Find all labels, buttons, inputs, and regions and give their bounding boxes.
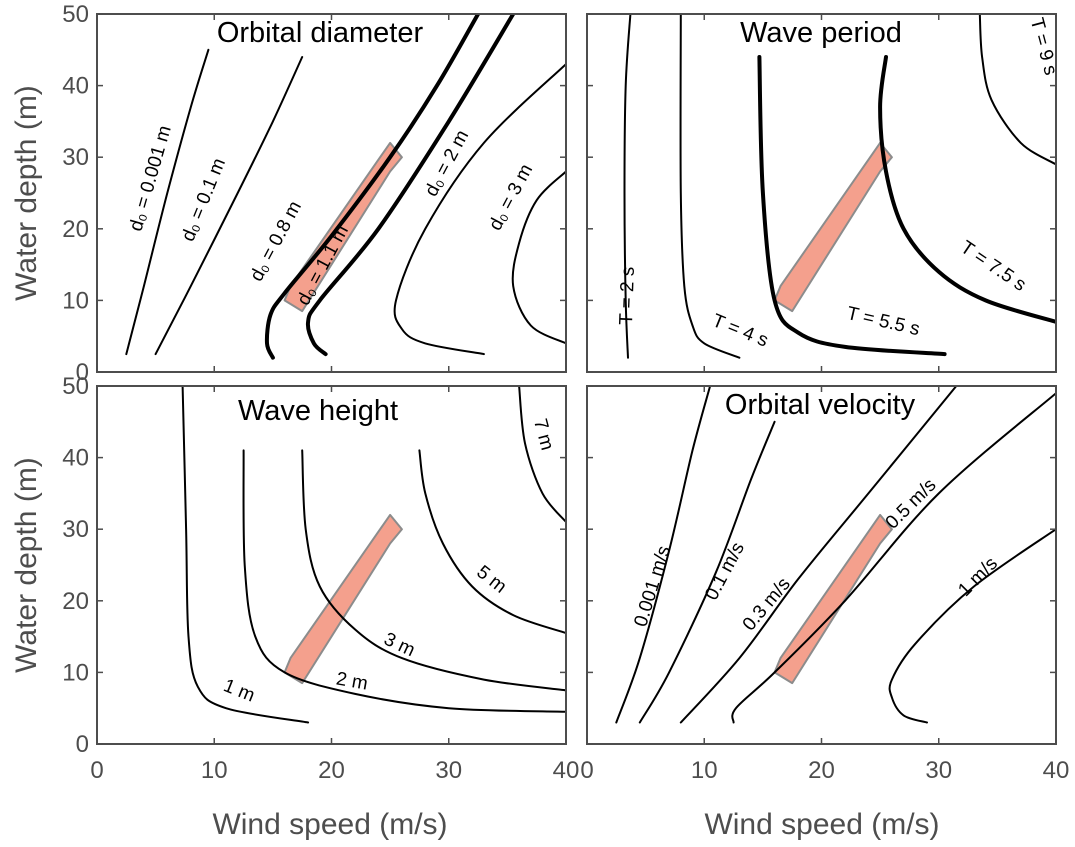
- svg-text:Water depth (m): Water depth (m): [10, 457, 43, 673]
- svg-text:T = 7.5 s: T = 7.5 s: [956, 237, 1029, 296]
- x-tick-label: 30: [435, 757, 462, 784]
- panel-title: Wave height: [238, 395, 398, 427]
- curve-label: 1 m: [220, 675, 257, 706]
- y-tick-label: 10: [62, 287, 89, 314]
- svg-text:d₀ = 0.001 m: d₀ = 0.001 m: [126, 123, 176, 233]
- contour-line: [264, 14, 481, 360]
- svg-text:1 m/s: 1 m/s: [954, 553, 1002, 601]
- panel-title: Orbital velocity: [725, 389, 916, 421]
- panel-title: Orbital diameter: [217, 17, 424, 49]
- svg-text:Water depth (m): Water depth (m): [10, 85, 43, 301]
- curve-label: 0.3 m/s: [739, 574, 795, 635]
- contour-line: [978, 14, 1056, 166]
- panel-orbital-diameter: 0 10 20 30 40 50 Orbital diameter d₀ = 0.001 …: [62, 1, 567, 386]
- svg-text:d₀ = 2 m: d₀ = 2 m: [421, 127, 473, 200]
- x-tick-label: 10: [201, 757, 228, 784]
- x-axis-label-left: Wind speed (m/s): [212, 808, 447, 841]
- y-tick-label: 0: [76, 359, 89, 386]
- svg-text:T = 5.5 s: T = 5.5 s: [845, 303, 922, 340]
- contour-line: [623, 14, 632, 359]
- x-tick-label: 40: [1043, 757, 1070, 784]
- contour-line: [242, 449, 566, 713]
- x-tick-label: 40: [553, 757, 580, 784]
- y-axis-label-bottom: Water depth (m): [10, 457, 43, 673]
- y-tick-label: 50: [62, 1, 89, 28]
- curve-label: 3 m: [381, 629, 419, 661]
- svg-text:0.1 m/s: 0.1 m/s: [701, 539, 749, 604]
- svg-text:7 m: 7 m: [529, 417, 557, 453]
- contour-line: [418, 449, 566, 634]
- contour-line: [154, 56, 304, 356]
- curve-label: d₀ = 0.8 m: [246, 198, 306, 285]
- y-tick-label: 0: [76, 731, 89, 758]
- panel-orbital-velocity: 0 10 20 30 40 Orbital velocity 0.001 m/s 0.1…: [580, 385, 1070, 784]
- y-tick-label: 50: [62, 373, 89, 400]
- svg-text:T = 2 s: T = 2 s: [616, 266, 639, 325]
- svg-text:0.3 m/s: 0.3 m/s: [739, 574, 795, 635]
- contour-line: [679, 386, 958, 724]
- contour-line: [888, 528, 1056, 724]
- contour-line: [181, 386, 310, 724]
- contour-line: [305, 14, 516, 357]
- highlight-region: [283, 513, 403, 685]
- x-axis-label-right: Wind speed (m/s): [704, 808, 939, 841]
- svg-text:0.001 m/s: 0.001 m/s: [631, 543, 675, 629]
- x-tick-label: 0: [580, 757, 593, 784]
- x-tick-label: 30: [925, 757, 952, 784]
- curve-label: 7 m: [529, 417, 557, 453]
- svg-text:d₀ = 3 m: d₀ = 3 m: [485, 161, 537, 234]
- curve-label: d₀ = 0.001 m: [126, 123, 176, 233]
- svg-text:T = 4 s: T = 4 s: [709, 310, 771, 351]
- svg-text:0.5 m/s: 0.5 m/s: [882, 475, 941, 534]
- panel-title: Wave period: [740, 17, 902, 49]
- svg-text:1 m: 1 m: [220, 675, 257, 706]
- x-tick-label: 20: [318, 757, 345, 784]
- contour-line: [679, 14, 741, 359]
- y-tick-label: 40: [62, 445, 89, 472]
- curve-label: 0.1 m/s: [701, 539, 749, 604]
- plot-frame: [586, 13, 1057, 373]
- contour-line: [757, 55, 947, 357]
- y-tick-label: 20: [62, 588, 89, 615]
- y-tick-label: 10: [62, 659, 89, 686]
- contour-line: [878, 55, 1056, 324]
- plot-frame: [96, 385, 567, 745]
- panel-wave-period: Wave period T = 2 s T = 4 s T = 5.5 s T …: [586, 13, 1061, 373]
- y-tick-label: 20: [62, 216, 89, 243]
- curve-label: 0.5 m/s: [882, 475, 941, 534]
- svg-text:3 m: 3 m: [381, 629, 419, 661]
- curve-label: 0.001 m/s: [631, 543, 675, 629]
- contour-line: [638, 420, 776, 724]
- contour-line: [393, 63, 566, 356]
- y-tick-label: 30: [62, 516, 89, 543]
- contour-line: [511, 170, 566, 345]
- curve-label: d₀ = 2 m: [421, 127, 473, 200]
- contour-line: [615, 386, 712, 724]
- y-axis-label-top: Water depth (m): [10, 85, 43, 301]
- curve-label: d₀ = 3 m: [485, 161, 537, 234]
- x-tick-label: 0: [90, 757, 103, 784]
- curve-label: T = 2 s: [616, 266, 639, 325]
- curve-label: 1 m/s: [954, 553, 1002, 601]
- highlight-region: [773, 141, 893, 313]
- svg-text:d₀ = 0.1 m: d₀ = 0.1 m: [178, 155, 230, 244]
- curve-label: T = 7.5 s: [956, 237, 1029, 296]
- curve-label: T = 5.5 s: [845, 303, 922, 340]
- contour-line: [125, 48, 210, 356]
- x-tick-label: 10: [691, 757, 718, 784]
- contour-line: [518, 386, 566, 523]
- contour-line: [301, 449, 566, 692]
- curve-label: d₀ = 0.1 m: [178, 155, 230, 244]
- contour-line: [731, 392, 1056, 724]
- svg-text:d₀ = 0.8 m: d₀ = 0.8 m: [246, 198, 306, 285]
- y-tick-label: 40: [62, 73, 89, 100]
- curve-label: T = 4 s: [709, 310, 771, 351]
- x-tick-label: 20: [808, 757, 835, 784]
- y-tick-label: 30: [62, 144, 89, 171]
- highlight-region: [773, 513, 893, 685]
